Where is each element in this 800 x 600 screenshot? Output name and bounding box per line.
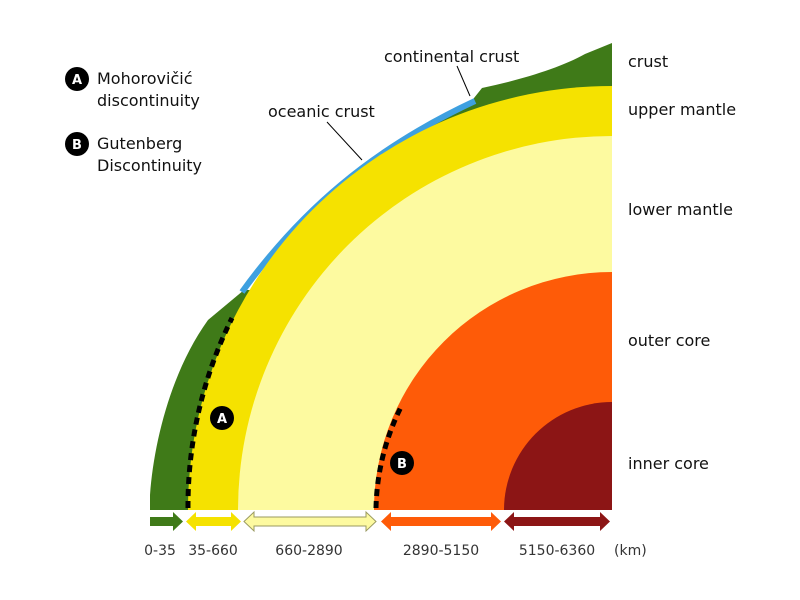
layer-label-crust: crust <box>628 52 668 71</box>
legend-a-line1: Mohorovičić <box>97 69 193 88</box>
legend-a-letter: A <box>72 73 82 88</box>
depth-label-inner-core: 5150-6360 <box>519 543 595 559</box>
layer-label-outer-core: outer core <box>628 331 710 350</box>
marker-b: B <box>390 451 414 475</box>
legend-b-line1: Gutenberg <box>97 134 182 153</box>
depth-label-upper-mantle: 35-660 <box>188 543 238 559</box>
depth-arrow-crust <box>150 512 183 531</box>
legend-b-line2: Discontinuity <box>97 156 202 175</box>
depth-arrow-upper-mantle <box>186 512 241 531</box>
layer-label-upper-mantle: upper mantle <box>628 100 736 119</box>
marker-a: A <box>210 406 234 430</box>
marker-a-letter: A <box>217 412 227 427</box>
legend-a-line2: discontinuity <box>97 91 200 110</box>
layer-label-lower-mantle: lower mantle <box>628 200 733 219</box>
depth-arrow-lower-mantle <box>243 510 377 533</box>
continental-crust-leader <box>456 65 471 97</box>
depth-unit-label: (km) <box>614 543 647 559</box>
depth-label-crust: 0-35 <box>144 543 176 559</box>
legend-item-a: A Mohorovičić discontinuity <box>65 67 200 110</box>
depth-label-lower-mantle: 660-2890 <box>275 543 342 559</box>
oceanic-crust-leader <box>326 121 363 161</box>
depth-arrow-inner-core <box>504 512 610 531</box>
oceanic-crust-label: oceanic crust <box>268 102 375 121</box>
moho-discontinuity-line <box>185 316 235 509</box>
gutenberg-discontinuity-line <box>373 403 405 509</box>
continental-crust-label: continental crust <box>384 47 519 66</box>
depth-arrow-outer-core <box>381 512 501 531</box>
marker-b-letter: B <box>397 457 407 472</box>
layer-label-inner-core: inner core <box>628 454 709 473</box>
legend-b-letter: B <box>72 138 82 153</box>
legend-item-b: B Gutenberg Discontinuity <box>65 132 202 175</box>
inner-core-layer <box>504 402 612 510</box>
depth-label-outer-core: 2890-5150 <box>403 543 479 559</box>
